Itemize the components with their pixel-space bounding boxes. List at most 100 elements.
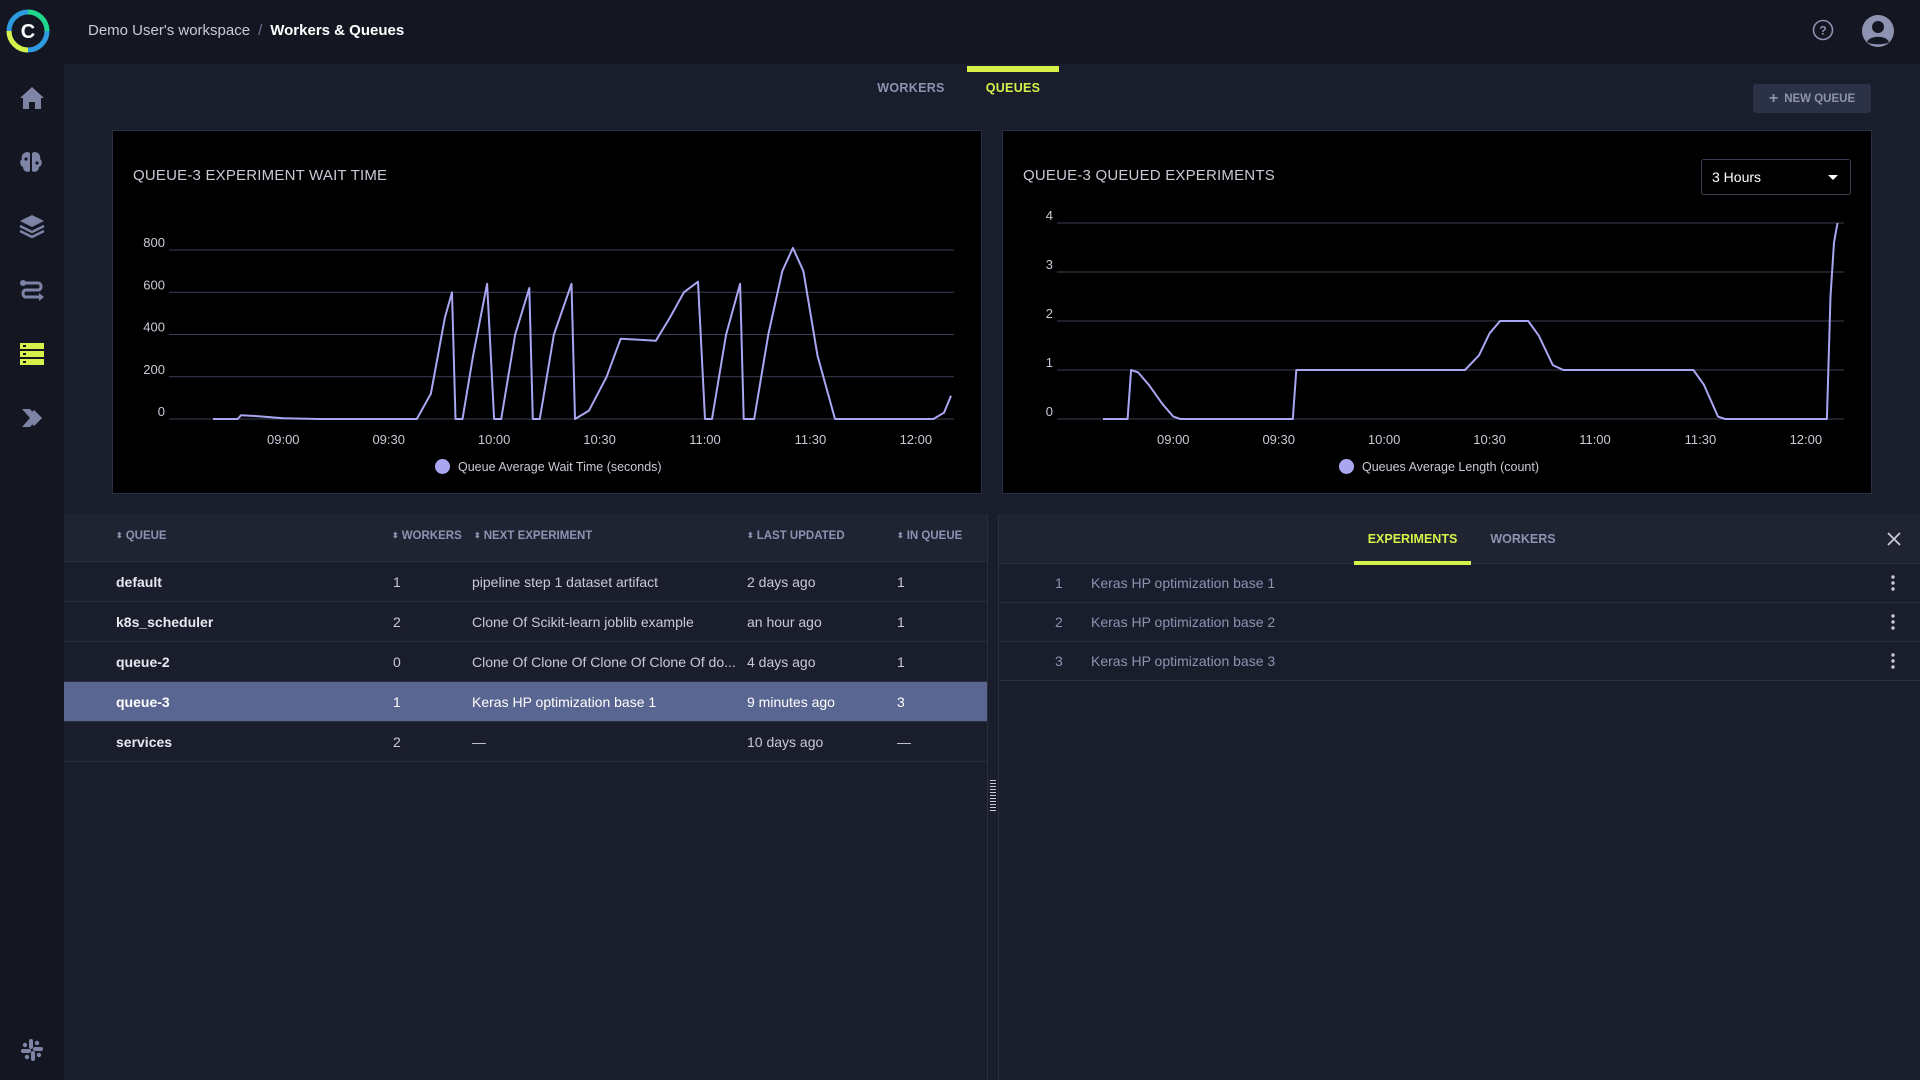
wait-time-chart: 0 200 400 600 800 09:00 09:30 10:00 10:30 11:00 11… (143, 235, 954, 447)
queue-name: default (116, 574, 162, 590)
experiment-index: 3 (1055, 653, 1063, 669)
x-tick-label: 11:30 (795, 432, 827, 447)
x-tick-label: 09:30 (1262, 432, 1295, 447)
time-range-value: 3 Hours (1712, 169, 1762, 185)
table-row[interactable]: default 1 pipeline step 1 dataset artifa… (64, 562, 988, 602)
y-tick-label: 800 (143, 235, 165, 250)
experiment-name: Keras HP optimization base 1 (1091, 575, 1276, 591)
table-row[interactable]: services 2 — 10 days ago — (64, 722, 988, 762)
user-avatar-icon[interactable] (1862, 15, 1894, 47)
clearml-logo[interactable]: C (6, 9, 50, 53)
queue-in-queue: 1 (897, 574, 905, 590)
home-icon[interactable] (16, 82, 48, 114)
queues-table: ⬍ QUEUE ⬍ WORKERS ⬍ NEXT EXPERIMENT ⬍ LAST U… (64, 514, 988, 1080)
more-options-icon[interactable] (1885, 573, 1901, 593)
legend-swatch (435, 459, 450, 474)
x-tick-label: 10:00 (1368, 432, 1401, 447)
queue-workers: 1 (393, 694, 401, 710)
breadcrumb-workspace[interactable]: Demo User's workspace (88, 22, 251, 39)
y-tick-label: 4 (1046, 208, 1053, 223)
experiment-row[interactable]: 2 Keras HP optimization base 2 (999, 603, 1920, 642)
svg-text:?: ? (1819, 24, 1826, 38)
x-tick-label: 09:30 (372, 432, 405, 447)
applications-icon[interactable] (16, 402, 48, 434)
tab-workers-detail[interactable]: WORKERS (1490, 532, 1556, 546)
wait-time-chart-panel: QUEUE-3 EXPERIMENT WAIT TIME 0 200 400 600 8… (112, 130, 982, 494)
x-tick-label: 12:00 (1790, 432, 1823, 447)
header-queue[interactable]: ⬍ QUEUE (116, 530, 167, 542)
new-queue-label: NEW QUEUE (1784, 92, 1856, 105)
y-tick-label: 1 (1046, 355, 1053, 370)
y-tick-label: 400 (143, 320, 165, 335)
queued-experiments-chart-panel: QUEUE-3 QUEUED EXPERIMENTS 3 Hours 0 1 2 3 4… (1002, 130, 1872, 494)
chart-legend[interactable]: Queues Average Length (count) (1339, 459, 1539, 474)
queue-next-experiment: Clone Of Scikit-learn joblib example (472, 614, 694, 630)
queue-workers: 0 (393, 654, 401, 670)
legend-label: Queue Average Wait Time (seconds) (458, 459, 662, 474)
header-last-updated[interactable]: ⬍ LAST UPDATED (747, 530, 845, 542)
datasets-layers-icon[interactable] (16, 210, 48, 242)
slack-icon[interactable] (20, 1038, 44, 1062)
queue-name: queue-2 (116, 654, 170, 670)
experiment-row[interactable]: 3 Keras HP optimization base 3 (999, 642, 1920, 681)
chart-title: QUEUE-3 EXPERIMENT WAIT TIME (133, 167, 388, 184)
x-tick-label: 11:00 (1579, 432, 1611, 447)
more-options-icon[interactable] (1885, 612, 1901, 632)
queue-in-queue: — (897, 734, 911, 750)
detail-tabs: EXPERIMENTS WORKERS (999, 514, 1920, 565)
pipelines-icon[interactable] (16, 274, 48, 306)
svg-text:C: C (21, 21, 35, 43)
close-icon[interactable] (1885, 530, 1903, 548)
queue-detail-panel: EXPERIMENTS WORKERS 1 Keras HP optimizat… (998, 514, 1920, 1080)
queue-last-updated: 10 days ago (747, 734, 824, 750)
y-tick-label: 0 (158, 404, 165, 419)
legend-swatch (1339, 459, 1354, 474)
table-row[interactable]: queue-2 0 Clone Of Clone Of Clone Of Clo… (64, 642, 988, 682)
chevron-down-icon (1828, 175, 1838, 180)
top-bar: Demo User's workspace / Workers & Queues ? (64, 0, 1920, 64)
table-row-selected[interactable]: queue-3 1 Keras HP optimization base 1 9… (64, 682, 988, 722)
table-row[interactable]: k8s_scheduler 2 Clone Of Scikit-learn jo… (64, 602, 988, 642)
y-tick-label: 3 (1046, 257, 1053, 272)
workers-queues-icon[interactable] (16, 338, 48, 370)
models-brain-icon[interactable] (16, 146, 48, 178)
experiment-index: 1 (1055, 575, 1063, 591)
x-tick-label: 11:00 (689, 432, 721, 447)
header-in-queue[interactable]: ⬍ IN QUEUE (897, 530, 963, 542)
resize-handle[interactable] (990, 780, 996, 812)
queue-last-updated: 2 days ago (747, 574, 816, 590)
breadcrumb-current: Workers & Queues (270, 22, 405, 39)
chart-legend[interactable]: Queue Average Wait Time (seconds) (435, 459, 662, 474)
queue-last-updated: 9 minutes ago (747, 694, 835, 710)
more-options-icon[interactable] (1885, 651, 1901, 671)
legend-label: Queues Average Length (count) (1362, 459, 1539, 474)
time-range-select[interactable]: 3 Hours (1701, 159, 1851, 195)
sidebar: C (0, 0, 64, 1080)
y-tick-label: 600 (143, 277, 165, 292)
series-line (1103, 222, 1839, 420)
queue-in-queue: 3 (897, 694, 905, 710)
x-tick-label: 12:00 (900, 432, 933, 447)
header-next-experiment[interactable]: ⬍ NEXT EXPERIMENT (474, 530, 593, 542)
tab-experiments[interactable]: EXPERIMENTS (1354, 514, 1471, 565)
y-tick-label: 2 (1046, 306, 1053, 321)
chart-title: QUEUE-3 QUEUED EXPERIMENTS (1023, 167, 1275, 184)
experiment-row[interactable]: 1 Keras HP optimization base 1 (999, 564, 1920, 603)
queue-next-experiment: Clone Of Clone Of Clone Of Clone Of do..… (472, 654, 736, 670)
tab-queues[interactable]: QUEUES (967, 66, 1059, 108)
queue-workers: 2 (393, 614, 401, 630)
experiment-name: Keras HP optimization base 2 (1091, 614, 1276, 630)
queue-last-updated: 4 days ago (747, 654, 816, 670)
new-queue-button[interactable]: + NEW QUEUE (1753, 84, 1871, 113)
breadcrumb-separator: / (258, 22, 263, 39)
table-header: ⬍ QUEUE ⬍ WORKERS ⬍ NEXT EXPERIMENT ⬍ LAST U… (64, 514, 988, 562)
series-line (213, 246, 952, 420)
queue-name: queue-3 (116, 694, 170, 710)
tab-workers[interactable]: WORKERS (877, 81, 945, 95)
queue-in-queue: 1 (897, 614, 905, 630)
help-icon[interactable]: ? (1812, 19, 1834, 41)
header-workers[interactable]: ⬍ WORKERS (392, 530, 462, 542)
queue-in-queue: 1 (897, 654, 905, 670)
queue-name: k8s_scheduler (116, 614, 214, 630)
x-tick-label: 10:30 (583, 432, 616, 447)
